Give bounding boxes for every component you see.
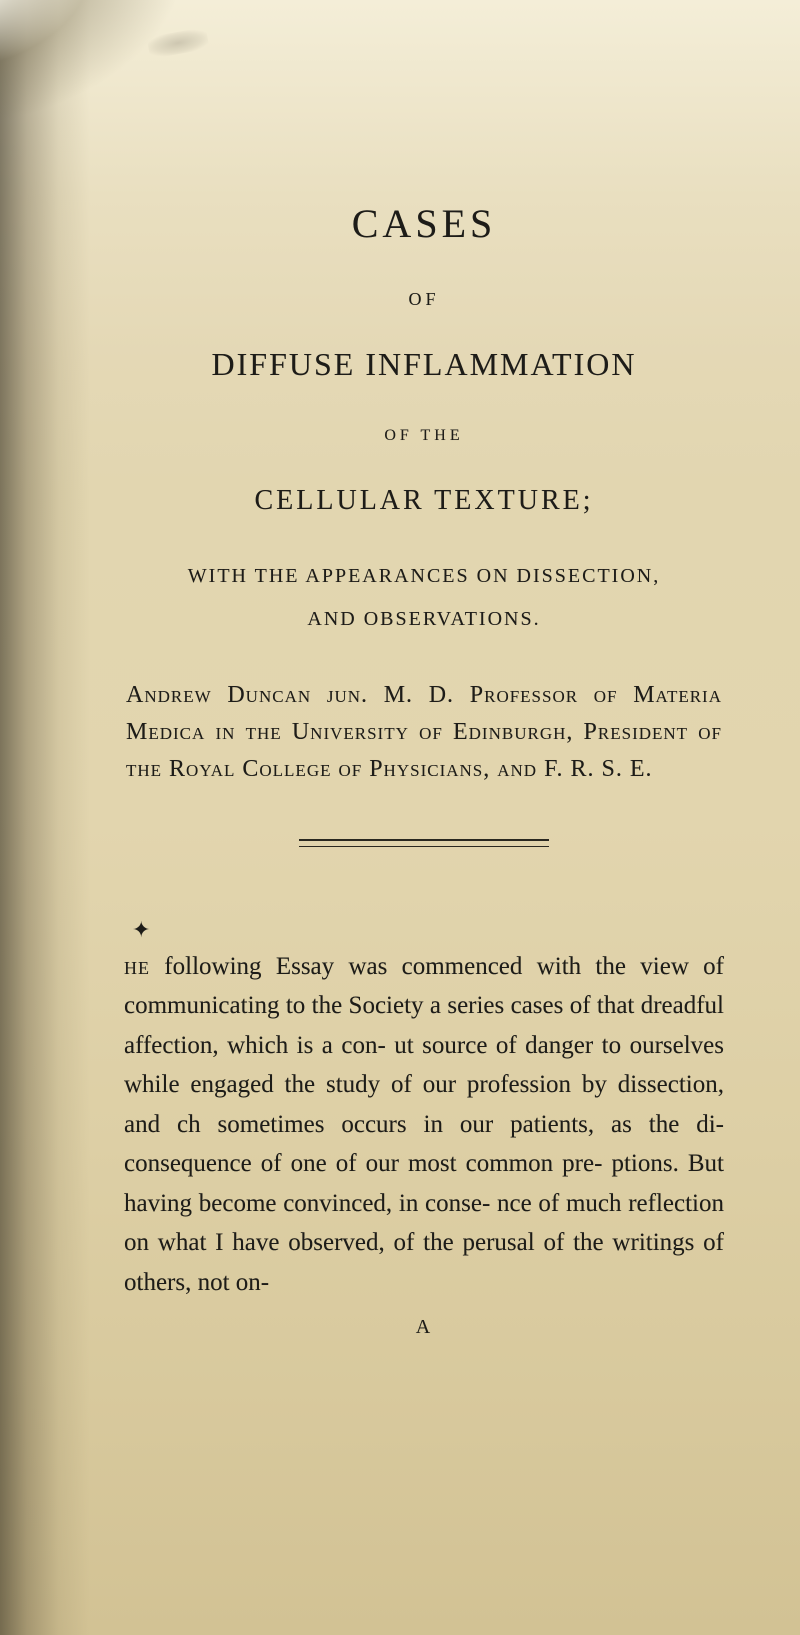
title-cases: CASES: [118, 200, 730, 247]
subtitle-and-observations: AND OBSERVATIONS.: [118, 608, 730, 631]
signature-mark: A: [118, 1316, 730, 1339]
author-attribution: Andrew Duncan jun. M. D. Professor of Ma…: [126, 677, 722, 789]
scanned-page: CASES OF DIFFUSE INFLAMMATION OF THE CEL…: [0, 0, 800, 1635]
subtitle-of-1: OF: [118, 289, 730, 310]
body-running-text: following Essay was commenced with the v…: [124, 953, 724, 1296]
divider-rule-wrap: [118, 839, 730, 847]
lead-small-caps: he: [124, 953, 150, 980]
double-rule-divider: [299, 839, 549, 847]
essay-body-paragraph: he following Essay was commenced with th…: [124, 947, 724, 1303]
page-smudge: [147, 27, 210, 59]
title-cellular-texture: CELLULAR TEXTURE;: [118, 485, 730, 517]
subtitle-with-appearances: WITH THE APPEARANCES ON DISSECTION,: [118, 565, 730, 588]
ornament-star-icon: ✦: [132, 919, 730, 941]
subtitle-of-the: OF THE: [118, 427, 730, 445]
title-diffuse-inflammation: DIFFUSE INFLAMMATION: [118, 346, 730, 383]
author-name: Andrew Duncan jun. M. D. Professor of Ma…: [126, 682, 722, 782]
page-gutter-shadow: [0, 0, 90, 1635]
